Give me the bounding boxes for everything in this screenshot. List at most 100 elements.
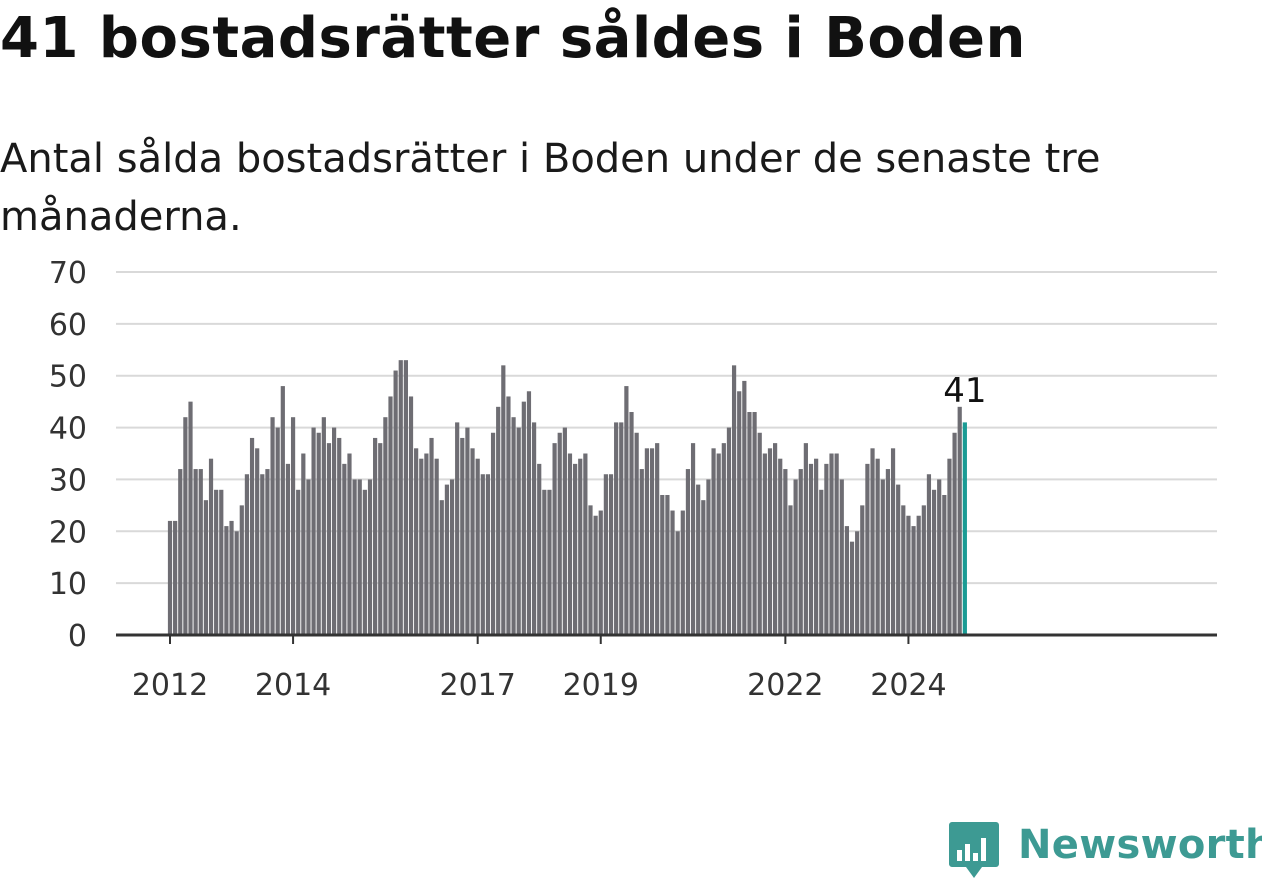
bar bbox=[844, 526, 849, 635]
bar bbox=[747, 412, 752, 635]
bar bbox=[855, 531, 860, 635]
bar bbox=[249, 437, 255, 635]
bar bbox=[501, 365, 506, 635]
bar bbox=[214, 489, 219, 635]
bar bbox=[849, 541, 855, 635]
bar bbox=[644, 448, 649, 635]
bar bbox=[839, 479, 844, 635]
bar bbox=[265, 469, 270, 635]
bar-chart-speech-icon bbox=[949, 822, 999, 878]
bar bbox=[706, 479, 711, 635]
bar bbox=[921, 505, 926, 635]
bar bbox=[408, 396, 414, 635]
bar bbox=[188, 401, 193, 635]
bar bbox=[788, 505, 793, 635]
bar bbox=[696, 484, 701, 635]
bar bbox=[470, 448, 475, 635]
bar bbox=[619, 422, 624, 635]
bar bbox=[516, 427, 521, 635]
bar bbox=[814, 458, 819, 635]
bar bbox=[542, 489, 547, 635]
bar bbox=[424, 453, 429, 635]
bar bbox=[649, 448, 655, 635]
bar bbox=[742, 380, 747, 635]
bar bbox=[793, 479, 798, 635]
bar bbox=[783, 469, 788, 635]
bar bbox=[890, 448, 896, 635]
bar bbox=[690, 443, 696, 635]
bar bbox=[490, 432, 496, 635]
bar bbox=[937, 479, 942, 635]
y-tick-label: 70 bbox=[49, 256, 87, 291]
bar bbox=[444, 484, 450, 635]
bar bbox=[229, 520, 234, 635]
x-tick-label: 2012 bbox=[132, 668, 208, 703]
x-axis: 2012 2014 2017 2019 2022 2024 bbox=[116, 633, 1217, 703]
bar bbox=[880, 479, 885, 635]
bar bbox=[655, 443, 660, 635]
bar bbox=[798, 469, 803, 635]
bar bbox=[716, 453, 721, 635]
bar bbox=[224, 526, 229, 635]
bar bbox=[455, 422, 460, 635]
bar bbox=[260, 474, 265, 635]
bar bbox=[414, 448, 419, 635]
bar bbox=[352, 479, 357, 635]
bar bbox=[296, 489, 301, 635]
bar bbox=[931, 489, 937, 635]
bar bbox=[778, 458, 783, 635]
bar bbox=[829, 453, 834, 635]
bar bbox=[526, 391, 532, 635]
bar bbox=[465, 427, 470, 635]
bar-highlight bbox=[962, 422, 967, 635]
bar bbox=[357, 479, 362, 635]
bar bbox=[583, 453, 588, 635]
bar bbox=[521, 401, 526, 635]
bar bbox=[290, 417, 296, 635]
bar bbox=[614, 422, 619, 635]
bar bbox=[870, 448, 875, 635]
bar bbox=[901, 505, 906, 635]
bar bbox=[398, 360, 403, 635]
bar bbox=[660, 494, 665, 635]
bars bbox=[167, 360, 967, 635]
bar bbox=[244, 474, 250, 635]
y-tick-label: 50 bbox=[49, 360, 87, 395]
bar bbox=[321, 417, 326, 635]
bar bbox=[680, 510, 685, 635]
chart-subtitle: Antal sålda bostadsrätter i Boden under … bbox=[0, 136, 1101, 240]
bar bbox=[198, 469, 203, 635]
bar bbox=[280, 386, 285, 635]
bar bbox=[270, 417, 275, 635]
bar bbox=[896, 484, 901, 635]
bar bbox=[562, 427, 567, 635]
bar bbox=[737, 391, 742, 635]
bar bbox=[285, 463, 291, 635]
bar bbox=[506, 396, 511, 635]
annotations: 41 bbox=[943, 371, 986, 411]
bar bbox=[301, 453, 306, 635]
y-tick-label: 20 bbox=[49, 515, 87, 550]
bar bbox=[485, 474, 491, 635]
bar bbox=[460, 437, 465, 635]
bar bbox=[306, 479, 311, 635]
bar bbox=[942, 494, 947, 635]
bar bbox=[378, 443, 383, 635]
bar bbox=[773, 443, 778, 635]
bar bbox=[598, 510, 603, 635]
bar bbox=[393, 370, 398, 635]
bar bbox=[511, 417, 516, 635]
bar bbox=[629, 412, 634, 635]
bar bbox=[439, 500, 444, 635]
y-tick-label: 0 bbox=[68, 619, 87, 654]
bar bbox=[178, 469, 183, 635]
bar bbox=[665, 494, 670, 635]
bar bbox=[721, 443, 726, 635]
bar bbox=[624, 386, 629, 635]
bar bbox=[711, 448, 716, 635]
x-tick-label: 2024 bbox=[870, 668, 946, 703]
y-tick-label: 30 bbox=[49, 463, 87, 498]
bar bbox=[552, 443, 557, 635]
highlight-value-label: 41 bbox=[943, 371, 986, 411]
bar bbox=[219, 489, 224, 635]
